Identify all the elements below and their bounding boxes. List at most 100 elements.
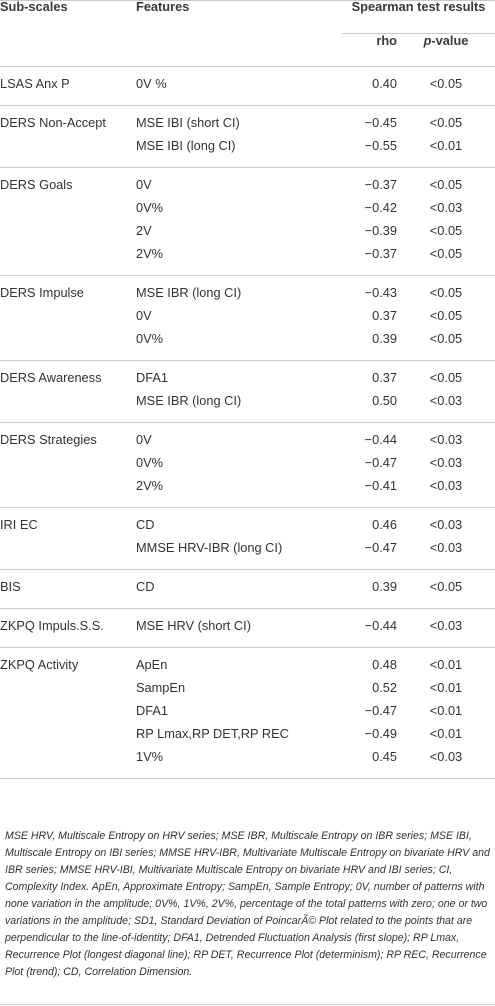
subscale-cell: LSAS Anx P	[0, 66, 136, 106]
rho-cell: 0.40	[342, 66, 397, 106]
feature-cell: 2V	[136, 223, 152, 238]
feature-cell: MSE IBR (long CI)	[136, 394, 342, 423]
subscale-cell: ZKPQ Impuls.S.S.	[0, 608, 136, 648]
feature-cell: CD	[136, 569, 342, 609]
rho-cell: 0.45	[342, 750, 397, 779]
feature-cell: RP Lmax,RP DET,RP REC	[136, 726, 289, 741]
rho-cell: −0.45	[364, 115, 397, 130]
feature-cell: SampEn	[136, 680, 186, 695]
bottom-rule	[0, 1004, 495, 1005]
subscale-cell	[0, 332, 136, 361]
subscale-cell: ZKPQ Activity	[0, 657, 79, 672]
pvalue-cell: <0.05	[397, 247, 495, 276]
feature-cell: 2V%	[136, 247, 342, 276]
table-row: 0V% −0.42 <0.03	[0, 201, 495, 224]
header-spacer-1	[0, 33, 136, 67]
rho-cell: 0.37	[372, 370, 397, 385]
header-row-2: rho p-value	[0, 33, 495, 67]
feature-cell: MSE IBI (long CI)	[136, 139, 342, 168]
subscale-cell	[0, 704, 136, 727]
feature-cell: DFA1	[136, 703, 169, 718]
rho-cell: −0.55	[342, 139, 397, 168]
table-row: DERS Goals 0V −0.37 <0.05	[0, 168, 495, 202]
pvalue-cell: <0.05	[429, 285, 463, 300]
rho-cell: −0.39	[364, 223, 397, 238]
pvalue-cell: <0.03	[429, 200, 463, 215]
header-rho: rho	[342, 33, 397, 67]
pvalue-cell: <0.03	[397, 750, 495, 779]
rho-cell: −0.47	[342, 541, 397, 570]
feature-cell: 1V%	[136, 750, 342, 779]
header-spearman-results: Spearman test results	[342, 0, 495, 34]
subscale-cell	[0, 201, 136, 224]
feature-cell: 0V	[136, 432, 152, 447]
rho-cell: −0.49	[364, 726, 397, 741]
pvalue-cell: <0.03	[397, 608, 495, 648]
feature-cell: DFA1	[136, 370, 169, 385]
top-rule	[0, 0, 495, 1]
feature-cell: 0V	[136, 308, 152, 323]
table-row: DERS Impulse MSE IBR (long CI) −0.43 <0.05	[0, 276, 495, 310]
rho-cell: 0.39	[342, 332, 397, 361]
pvalue-cell: <0.05	[429, 115, 463, 130]
pvalue-cell: <0.03	[429, 432, 463, 447]
subscale-cell: IRI EC	[0, 517, 38, 532]
table-row: DFA1 −0.47 <0.01	[0, 704, 495, 727]
pvalue-cell: <0.01	[429, 726, 463, 741]
table-row: 2V −0.39 <0.05	[0, 224, 495, 247]
pvalue-cell: <0.05	[429, 177, 463, 192]
subscale-cell	[0, 247, 136, 276]
table-row: DERS Non-Accept MSE IBI (short CI) −0.45 <0…	[0, 106, 495, 140]
subscale-cell	[0, 479, 136, 508]
table-row: 1V% 0.45 <0.03	[0, 750, 495, 779]
pvalue-cell: <0.01	[429, 657, 463, 672]
subscale-cell: DERS Strategies	[0, 432, 97, 447]
feature-cell: MSE HRV (short CI)	[136, 608, 342, 648]
pvalue-cell: <0.05	[429, 370, 463, 385]
feature-cell: 0V%	[136, 455, 164, 470]
pvalue-cell: <0.03	[429, 455, 463, 470]
table-row: DERS Awareness DFA1 0.37 <0.05	[0, 361, 495, 395]
table-row: ZKPQ Impuls.S.S. MSE HRV (short CI) −0.44 <…	[0, 608, 495, 648]
table-row: RP Lmax,RP DET,RP REC −0.49 <0.01	[0, 727, 495, 750]
table-row: MSE IBI (long CI) −0.55 <0.01	[0, 139, 495, 168]
subscale-cell	[0, 309, 136, 332]
rho-cell: 0.39	[342, 569, 397, 609]
pvalue-cell: <0.05	[429, 308, 463, 323]
subscale-cell: DERS Non-Accept	[0, 115, 106, 130]
feature-cell: 0V %	[136, 66, 342, 106]
feature-cell: MSE IBR (long CI)	[136, 285, 242, 300]
pvalue-cell: <0.01	[429, 680, 463, 695]
feature-cell: 0V%	[136, 332, 342, 361]
pvalue-cell: <0.03	[429, 517, 463, 532]
header-spacer-2	[136, 33, 342, 67]
table-row: LSAS Anx P 0V % 0.40 <0.05	[0, 66, 495, 106]
pvalue-cell: <0.05	[397, 569, 495, 609]
pvalue-cell: <0.03	[397, 394, 495, 423]
header-pvalue-rest: -value	[431, 33, 469, 48]
subscale-cell: DERS Awareness	[0, 370, 102, 385]
subscale-cell	[0, 727, 136, 750]
subscale-cell	[0, 681, 136, 704]
table-row: DERS Strategies 0V −0.44 <0.03	[0, 423, 495, 457]
subscale-cell: BIS	[0, 569, 136, 609]
rho-cell: −0.37	[364, 177, 397, 192]
header-pvalue-p: p	[423, 33, 432, 48]
rho-cell: −0.37	[342, 247, 397, 276]
pvalue-cell: <0.01	[397, 139, 495, 168]
pvalue-cell: <0.05	[397, 66, 495, 106]
table-row: 2V% −0.41 <0.03	[0, 479, 495, 508]
table-row: MSE IBR (long CI) 0.50 <0.03	[0, 394, 495, 423]
rho-cell: −0.41	[342, 479, 397, 508]
table-body: LSAS Anx P 0V % 0.40 <0.05 DERS Non-Accept MS…	[0, 66, 495, 779]
feature-cell: 0V%	[136, 200, 164, 215]
rho-cell: −0.42	[364, 200, 397, 215]
header-features: Features	[136, 0, 190, 14]
subscale-cell: DERS Goals	[0, 177, 73, 192]
header-pvalue: p-value	[397, 33, 495, 67]
rho-cell: −0.44	[342, 608, 397, 648]
rho-cell: 0.50	[342, 394, 397, 423]
table-row: 0V 0.37 <0.05	[0, 309, 495, 332]
pvalue-cell: <0.03	[397, 479, 495, 508]
